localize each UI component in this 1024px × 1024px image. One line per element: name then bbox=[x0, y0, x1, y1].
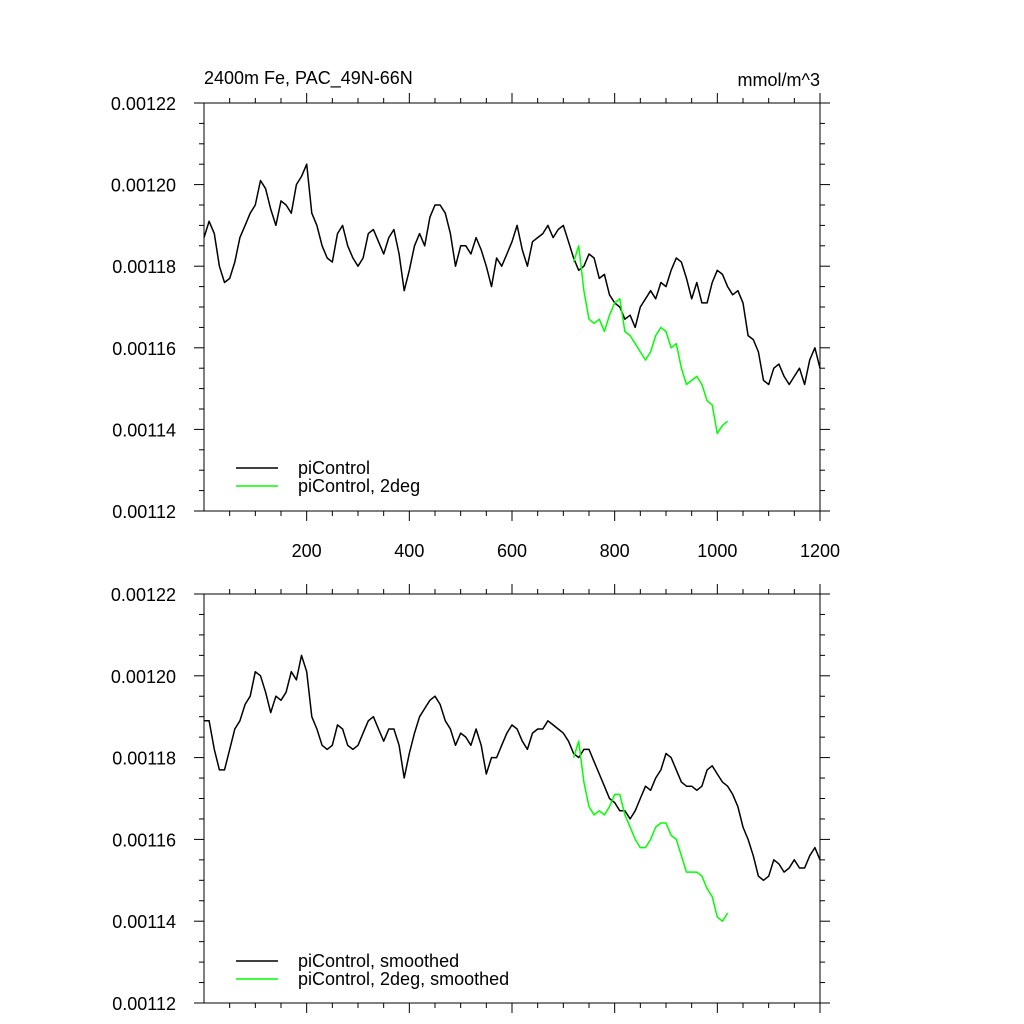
y-tick-label: 0.00120 bbox=[111, 667, 176, 687]
legend-label: piControl, 2deg bbox=[298, 476, 420, 496]
y-tick-label: 0.00114 bbox=[112, 420, 176, 440]
y-tick-label: 0.00122 bbox=[111, 585, 176, 605]
series-line-black bbox=[203, 163, 821, 386]
x-tick-label: 400 bbox=[394, 541, 424, 561]
series-line-black bbox=[204, 654, 821, 882]
y-tick-label: 0.00116 bbox=[112, 830, 176, 850]
series-line-green bbox=[572, 740, 729, 922]
x-tick-label: 200 bbox=[292, 541, 322, 561]
series-line-green bbox=[572, 245, 729, 435]
x-tick-label: 1000 bbox=[697, 541, 737, 561]
y-tick-label: 0.00114 bbox=[112, 912, 176, 932]
bottom-chart-panel: 0.00112 0.00114 0.00116 0.00118 0.00120 0.001… bbox=[111, 584, 830, 1014]
top-chart-panel: 0.00112 0.00114 0.00116 0.00118 0.00120 0.001… bbox=[111, 93, 840, 561]
y-tick-label: 0.00112 bbox=[112, 502, 176, 522]
y-tick-label: 0.00112 bbox=[112, 994, 176, 1014]
x-tick-label: 1200 bbox=[800, 541, 840, 561]
top-chart-title: 2400m Fe, PAC_49N-66N bbox=[204, 68, 413, 89]
legend-label: piControl, smoothed bbox=[298, 951, 459, 971]
legend-label: piControl, 2deg, smoothed bbox=[298, 969, 509, 989]
legend-label: piControl bbox=[298, 458, 370, 478]
y-tick-label: 0.00118 bbox=[112, 257, 176, 277]
y-tick-label: 0.00118 bbox=[112, 749, 176, 769]
x-tick-label: 800 bbox=[600, 541, 630, 561]
x-tick-label: 600 bbox=[497, 541, 527, 561]
y-tick-label: 0.00116 bbox=[112, 339, 176, 359]
top-chart-units: mmol/m^3 bbox=[738, 70, 820, 90]
y-tick-label: 0.00120 bbox=[111, 176, 176, 196]
y-tick-label: 0.00122 bbox=[111, 94, 176, 114]
